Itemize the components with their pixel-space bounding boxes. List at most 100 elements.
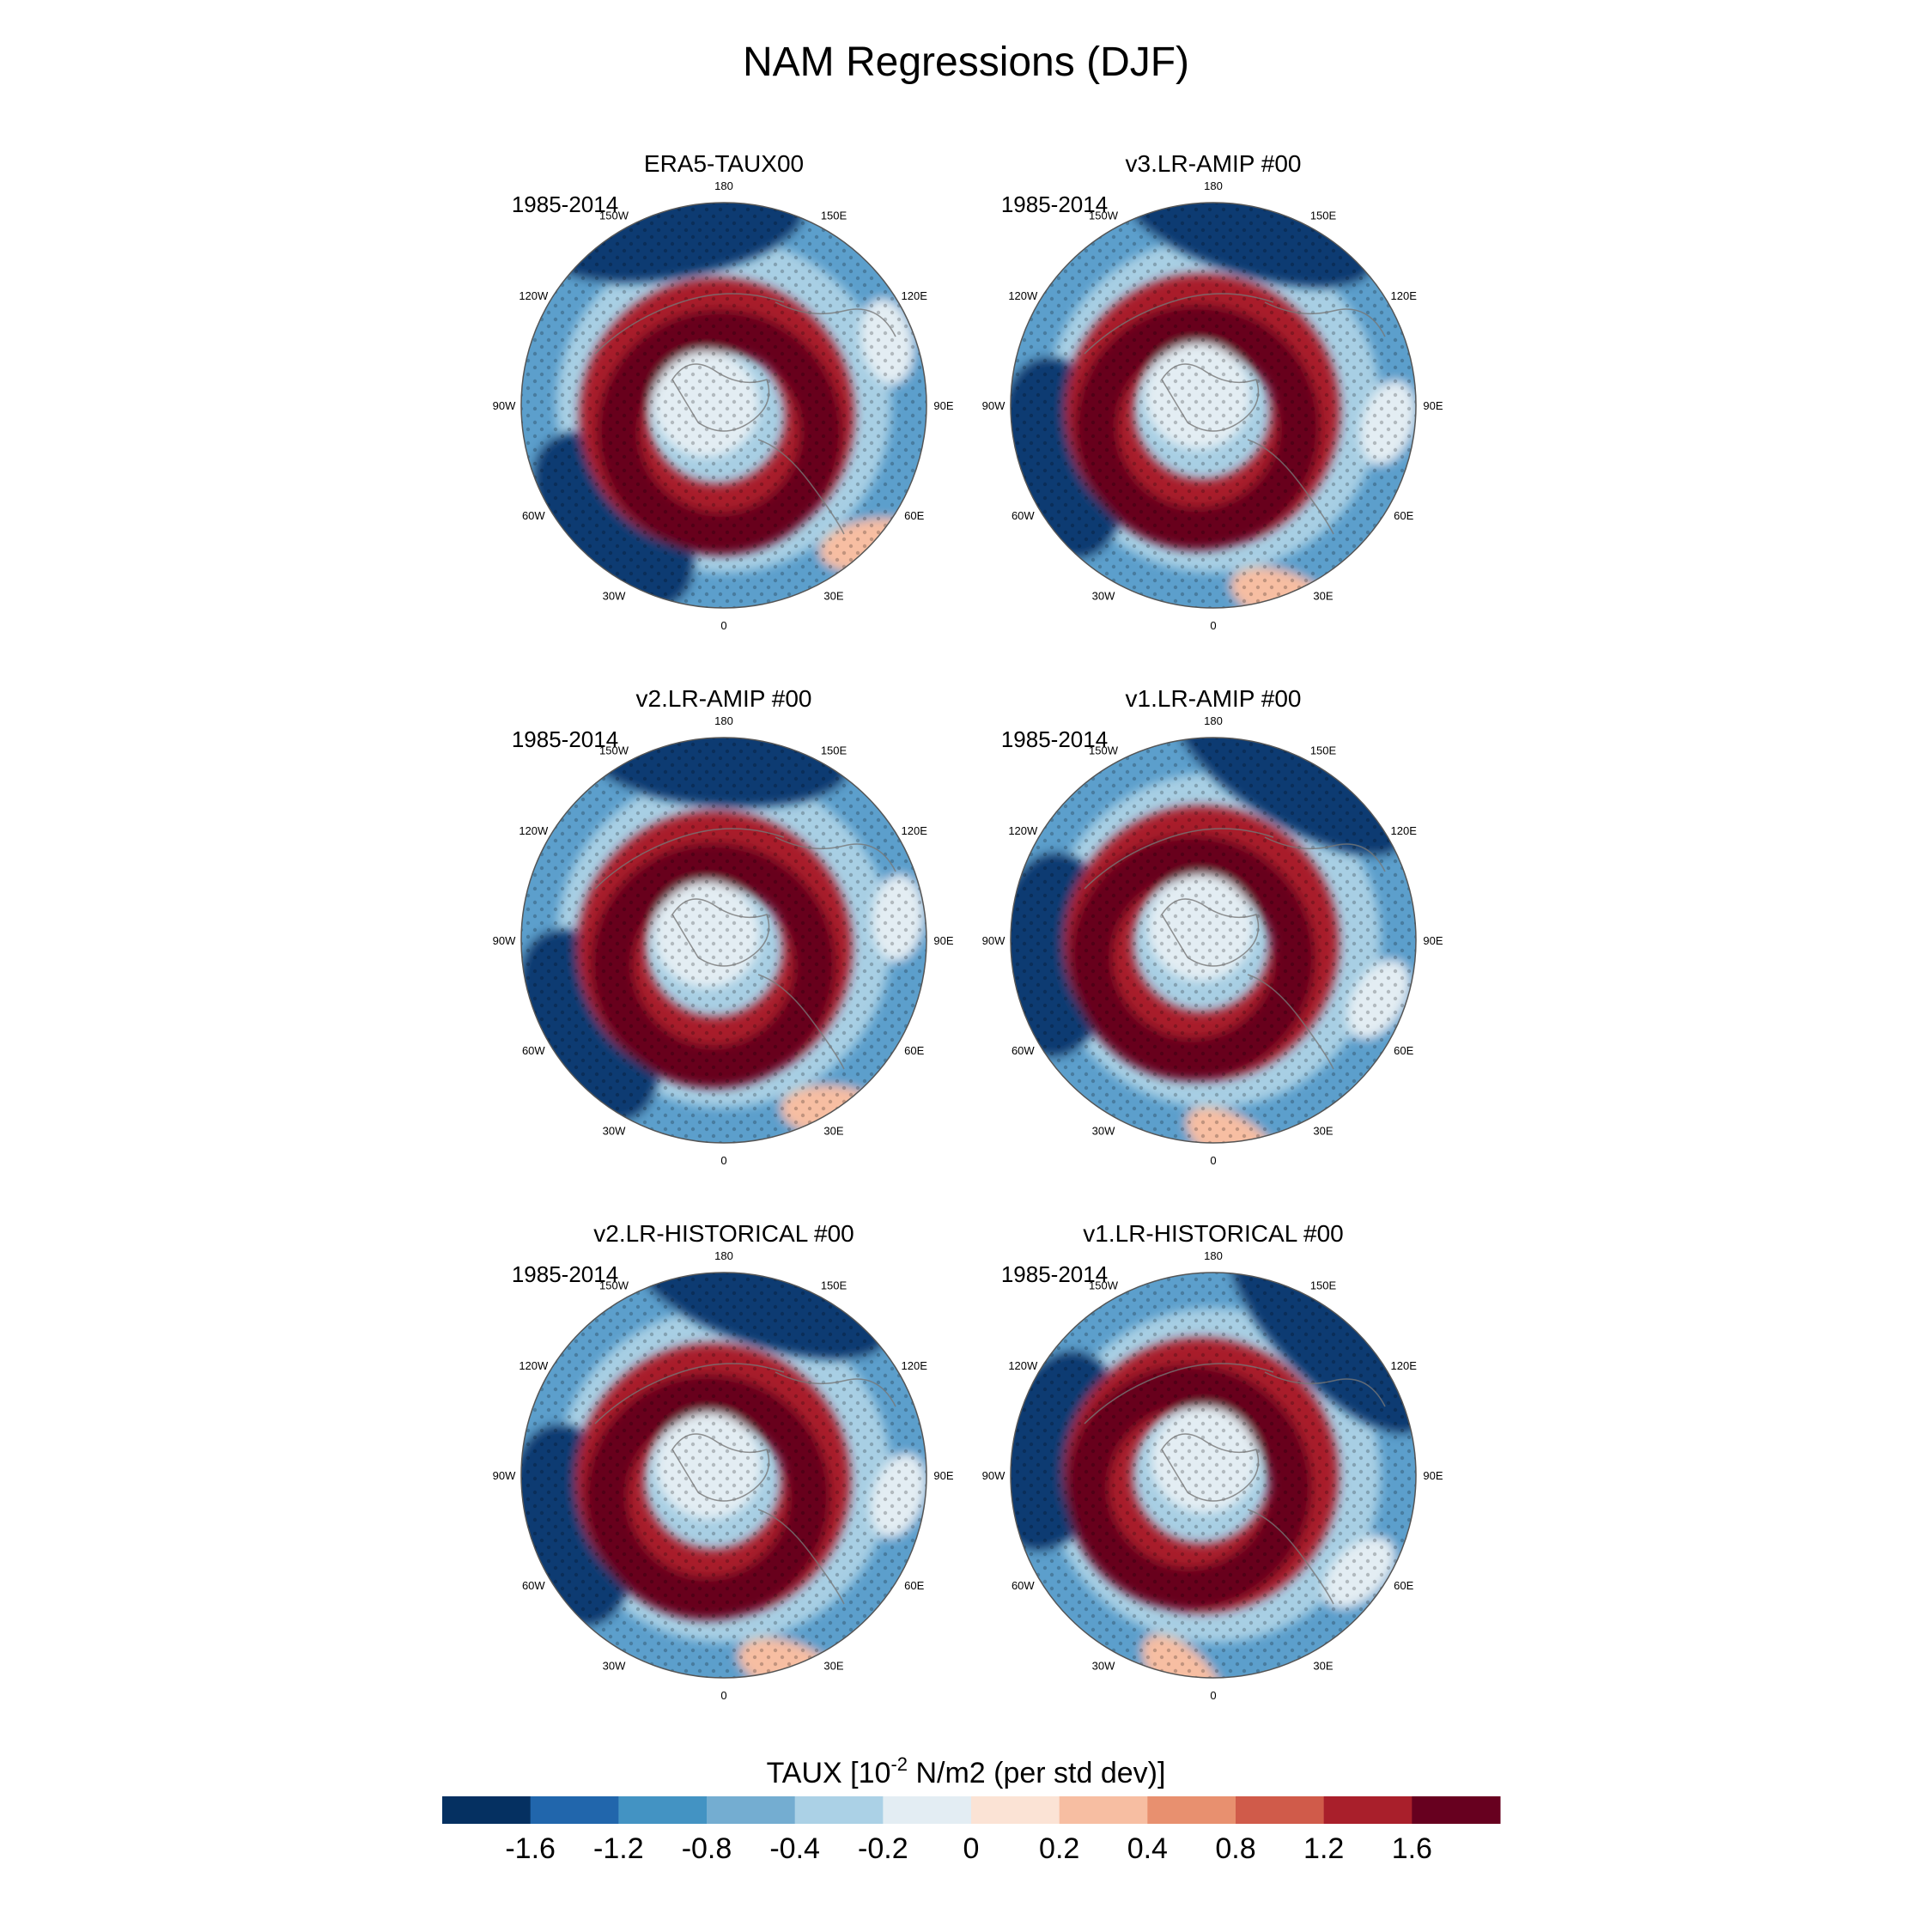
longitude-label: 150W — [1089, 1279, 1119, 1291]
longitude-label: 150W — [599, 1279, 629, 1291]
longitude-label: 30W — [1092, 1660, 1115, 1673]
longitude-label: 120W — [519, 824, 549, 837]
figure-title: NAM Regressions (DJF) — [743, 39, 1189, 85]
longitude-label: 0 — [720, 619, 726, 632]
panel-period: 1985-2014 — [1001, 1261, 1108, 1287]
longitude-label: 120E — [902, 1359, 928, 1372]
longitude-label: 150W — [599, 744, 629, 756]
longitude-label: 30E — [1313, 590, 1333, 603]
longitude-label: 90W — [493, 1469, 516, 1482]
longitude-label: 90W — [982, 1469, 1005, 1482]
panel-period: 1985-2014 — [1001, 191, 1108, 217]
colorbar-title-main: TAUX [10 — [767, 1757, 891, 1789]
panel-period: 1985-2014 — [512, 1261, 618, 1287]
longitude-label: 90E — [1423, 1469, 1443, 1482]
colorbar-swatch — [883, 1796, 972, 1824]
longitude-label: 60E — [904, 1044, 924, 1057]
longitude-label: 90W — [982, 934, 1005, 947]
longitude-label: 30E — [1313, 1125, 1333, 1138]
colorbar-label: -1.2 — [593, 1832, 644, 1865]
longitude-label: 150E — [821, 209, 848, 222]
longitude-label: 0 — [1210, 1154, 1216, 1167]
longitude-label: 60W — [1012, 1044, 1035, 1057]
longitude-label: 150W — [599, 209, 629, 222]
longitude-label: 60W — [1012, 509, 1035, 522]
panel-title: v2.LR-HISTORICAL #00 — [593, 1220, 854, 1247]
longitude-label: 120E — [1391, 1359, 1418, 1372]
map-panel-1: ERA5-TAUX00 1985-2014 — [493, 150, 954, 632]
panel-period: 1985-2014 — [512, 191, 618, 217]
longitude-label: 120E — [902, 824, 928, 837]
longitude-label: 60E — [1394, 1579, 1413, 1592]
longitude-label: 150E — [1310, 1279, 1337, 1291]
panel-title: v1.LR-AMIP #00 — [1126, 685, 1302, 712]
longitude-label: 180 — [1204, 179, 1223, 192]
longitude-label: 90W — [493, 934, 516, 947]
longitude-label: 180 — [714, 714, 733, 727]
longitude-label: 30W — [603, 1125, 626, 1138]
colorbar-swatch — [618, 1796, 708, 1824]
longitude-label: 150E — [821, 744, 848, 756]
longitude-label: 0 — [1210, 1689, 1216, 1702]
longitude-label: 30E — [1313, 1660, 1333, 1673]
colorbar-label: 0.2 — [1039, 1832, 1079, 1865]
colorbar-label: 1.6 — [1392, 1832, 1432, 1865]
colorbar-label: -1.6 — [505, 1832, 556, 1865]
longitude-label: 120W — [1008, 289, 1038, 302]
longitude-label: 0 — [720, 1154, 726, 1167]
longitude-label: 0 — [720, 1689, 726, 1702]
longitude-label: 120E — [1391, 824, 1418, 837]
map-panel-6: v1.LR-HISTORICAL #00 1985-2014 — [982, 1220, 1443, 1702]
longitude-label: 120W — [1008, 824, 1038, 837]
longitude-label: 150E — [821, 1279, 848, 1291]
colorbar-title-sup: -2 — [890, 1753, 908, 1775]
longitude-label: 60W — [522, 509, 545, 522]
longitude-label: 90E — [933, 934, 953, 947]
longitude-label: 150W — [1089, 744, 1119, 756]
longitude-label: 180 — [1204, 714, 1223, 727]
map-panel-5: v2.LR-HISTORICAL #00 1985-2014 — [493, 1220, 954, 1702]
colorbar-swatch — [707, 1796, 796, 1824]
longitude-label: 30E — [823, 1660, 843, 1673]
longitude-label: 0 — [1210, 619, 1216, 632]
longitude-label: 30W — [603, 1660, 626, 1673]
colorbar-swatch — [1323, 1796, 1413, 1824]
panel-title: v3.LR-AMIP #00 — [1126, 150, 1302, 177]
longitude-label: 30E — [823, 590, 843, 603]
longitude-label: 30E — [823, 1125, 843, 1138]
longitude-label: 90E — [933, 1469, 953, 1482]
longitude-label: 60W — [522, 1579, 545, 1592]
longitude-label: 150E — [1310, 209, 1337, 222]
longitude-label: 30W — [1092, 590, 1115, 603]
longitude-label: 60E — [904, 1579, 924, 1592]
colorbar-swatch — [1412, 1796, 1501, 1824]
map-panel-2: v3.LR-AMIP #00 1985-2014 — [982, 150, 1443, 632]
longitude-label: 90E — [933, 399, 953, 412]
longitude-label: 30W — [1092, 1125, 1115, 1138]
panel-period: 1985-2014 — [1001, 726, 1108, 752]
colorbar-swatch — [1236, 1796, 1325, 1824]
longitude-label: 90E — [1423, 399, 1443, 412]
longitude-label: 60E — [1394, 509, 1413, 522]
colorbar-label: 0.8 — [1215, 1832, 1255, 1865]
longitude-label: 180 — [714, 179, 733, 192]
colorbar-swatch — [530, 1796, 619, 1824]
longitude-label: 60E — [1394, 1044, 1413, 1057]
longitude-label: 90E — [1423, 934, 1443, 947]
colorbar-swatch — [1059, 1796, 1148, 1824]
map-panel-4: v1.LR-AMIP #00 1985-2014 — [982, 685, 1443, 1167]
longitude-label: 90W — [493, 399, 516, 412]
longitude-label: 60W — [522, 1044, 545, 1057]
colorbar-swatch — [794, 1796, 884, 1824]
panel-title: v2.LR-AMIP #00 — [636, 685, 812, 712]
colorbar-title-rest: N/m2 (per std dev)] — [908, 1757, 1165, 1789]
colorbar-swatch — [442, 1796, 532, 1824]
longitude-label: 120E — [902, 289, 928, 302]
colorbar-swatch — [1147, 1796, 1236, 1824]
longitude-label: 120W — [519, 1359, 549, 1372]
colorbar-label: 1.2 — [1303, 1832, 1344, 1865]
longitude-label: 180 — [1204, 1249, 1223, 1262]
longitude-label: 150E — [1310, 744, 1337, 756]
longitude-label: 120E — [1391, 289, 1418, 302]
